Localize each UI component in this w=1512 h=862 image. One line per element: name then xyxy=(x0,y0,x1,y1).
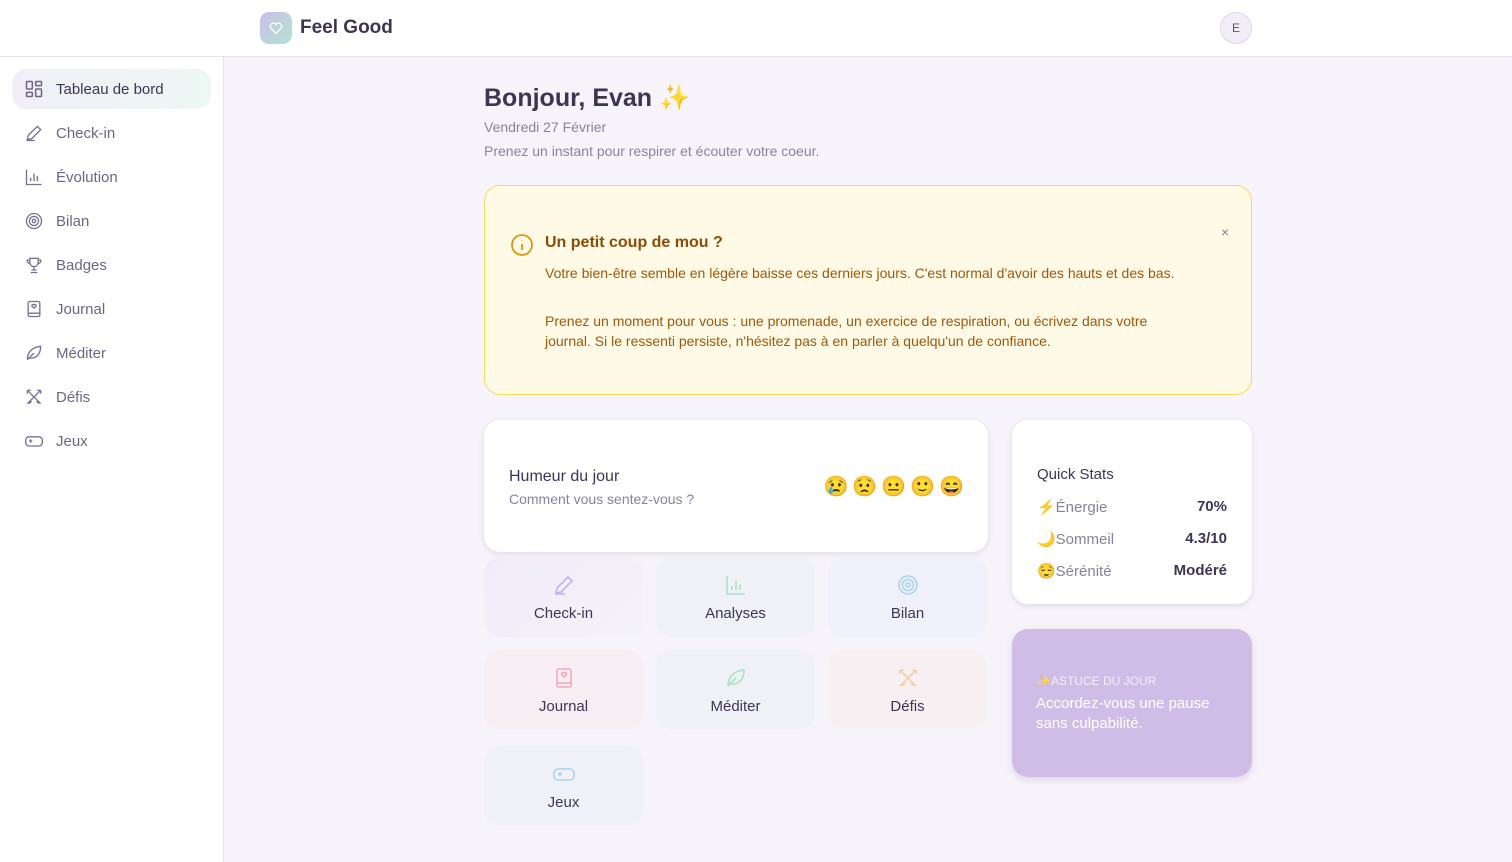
quick-stats-card: Quick Stats ⚡Énergie 70% 🌙Sommeil 4.3/10 😌… xyxy=(1012,420,1252,604)
stat-row: 🌙Sommeil 4.3/10 xyxy=(1037,530,1227,548)
gamepad-icon xyxy=(552,767,575,781)
close-icon[interactable]: × xyxy=(1221,224,1230,240)
sidebar-item-mediter[interactable]: Méditer xyxy=(12,333,211,373)
sidebar-item-label: Méditer xyxy=(56,344,107,362)
tile-jeux[interactable]: Jeux xyxy=(484,746,643,826)
journal-icon xyxy=(27,300,41,318)
stat-row: 😌Sérénité Modéré xyxy=(1037,562,1227,580)
journal-icon xyxy=(555,667,572,688)
bar-chart-icon xyxy=(25,168,43,186)
stat-label: ⚡Énergie xyxy=(1037,499,1108,516)
mood-neutral-button[interactable]: 😐 xyxy=(881,476,907,498)
tip-label: ✨ASTUCE DU JOUR xyxy=(1036,674,1157,688)
tile-bilan[interactable]: Bilan xyxy=(828,557,987,637)
mood-worried-button[interactable]: 😟 xyxy=(852,476,878,498)
sidebar-item-label: Check-in xyxy=(56,124,116,142)
alert-text: Votre bien-être semble en légère baisse … xyxy=(545,265,1175,281)
tile-label: Jeux xyxy=(547,793,580,811)
mood-title: Humeur du jour xyxy=(509,468,620,485)
sidebar-item-label: Évolution xyxy=(56,168,118,186)
trophy-icon xyxy=(26,257,42,274)
stat-row: ⚡Énergie 70% xyxy=(1037,498,1227,516)
target-icon xyxy=(897,574,918,595)
mood-subtitle: Comment vous sentez-vous ? xyxy=(509,491,695,507)
tip-of-the-day-card: ✨ASTUCE DU JOUR Accordez-vous une pause … xyxy=(1012,629,1252,777)
sidebar-item-jeux[interactable]: Jeux xyxy=(12,421,211,461)
stat-value: 4.3/10 xyxy=(1185,530,1227,547)
sidebar: Tableau de bord Check-in Évolution Bilan… xyxy=(0,57,224,862)
stat-value: Modéré xyxy=(1173,562,1227,579)
alert-title: Un petit coup de mou ? xyxy=(545,234,723,251)
tile-label: Défis xyxy=(890,697,925,715)
wellbeing-alert: Un petit coup de mou ? Votre bien-être s… xyxy=(484,185,1252,395)
tile-mediter[interactable]: Méditer xyxy=(656,650,815,730)
gamepad-icon xyxy=(24,436,44,447)
swords-icon xyxy=(26,389,42,405)
sidebar-item-evolution[interactable]: Évolution xyxy=(12,157,211,197)
avatar[interactable]: E xyxy=(1220,12,1252,44)
sidebar-item-label: Journal xyxy=(56,300,106,318)
mood-crying-button[interactable]: 😢 xyxy=(823,476,849,498)
tile-analyses[interactable]: Analyses xyxy=(656,557,815,637)
tile-defis[interactable]: Défis xyxy=(828,650,987,730)
tile-label: Check-in xyxy=(533,604,594,622)
sidebar-item-label: Tableau de bord xyxy=(56,80,164,98)
page-title: Bonjour, Evan ✨ xyxy=(484,84,691,112)
sidebar-item-label: Défis xyxy=(56,388,91,406)
mood-smile-button[interactable]: 🙂 xyxy=(910,476,936,498)
tile-label: Méditer xyxy=(710,697,761,715)
pencil-icon xyxy=(553,575,573,595)
tile-label: Bilan xyxy=(890,604,925,622)
current-date: Vendredi 27 Février xyxy=(484,119,607,135)
sidebar-item-journal[interactable]: Journal xyxy=(12,289,211,329)
target-icon xyxy=(25,212,43,230)
pencil-icon xyxy=(25,125,42,142)
bar-chart-icon xyxy=(725,574,746,595)
sidebar-item-label: Bilan xyxy=(56,212,90,230)
tile-label: Analyses xyxy=(705,604,766,622)
alert-text: Prenez un moment pour vous : une promena… xyxy=(545,313,1148,349)
sidebar-item-bilan[interactable]: Bilan xyxy=(12,201,211,241)
dashboard-icon xyxy=(25,80,43,98)
sidebar-item-check-in[interactable]: Check-in xyxy=(12,113,211,153)
sidebar-item-defis[interactable]: Défis xyxy=(12,377,211,417)
tile-journal[interactable]: Journal xyxy=(484,650,643,730)
mood-card: Humeur du jour Comment vous sentez-vous … xyxy=(484,420,988,552)
sidebar-item-label: Jeux xyxy=(56,432,88,450)
leaf-icon xyxy=(726,668,745,687)
quick-stats-title: Quick Stats xyxy=(1037,466,1114,483)
tip-text: Accordez-vous une pause sans culpabilité… xyxy=(1036,695,1210,732)
leaf-icon xyxy=(26,345,42,361)
sidebar-item-tableau-de-bord[interactable]: Tableau de bord xyxy=(12,69,211,109)
sidebar-item-badges[interactable]: Badges xyxy=(12,245,211,285)
app-title[interactable]: Feel Good xyxy=(300,17,393,38)
mood-selector: 😢 😟 😐 🙂 😄 xyxy=(823,474,964,499)
tile-check-in[interactable]: Check-in xyxy=(484,557,643,637)
top-header: Feel Good E xyxy=(0,0,1512,57)
page-subtitle: Prenez un instant pour respirer et écout… xyxy=(484,143,820,159)
stat-label: 🌙Sommeil xyxy=(1037,531,1115,548)
sidebar-item-label: Badges xyxy=(56,256,107,274)
heart-logo-icon[interactable] xyxy=(260,12,292,44)
info-icon xyxy=(511,234,533,256)
stat-value: 70% xyxy=(1196,498,1227,515)
mood-happy-button[interactable]: 😄 xyxy=(939,476,964,498)
swords-icon xyxy=(898,668,917,687)
tile-label: Journal xyxy=(538,697,589,715)
stat-label: 😌Sérénité xyxy=(1037,563,1112,580)
